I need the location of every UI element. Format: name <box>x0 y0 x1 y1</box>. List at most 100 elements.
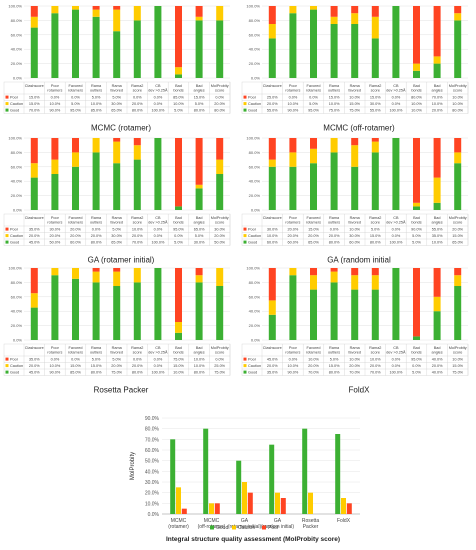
category-label: favored <box>110 351 123 355</box>
bar-good <box>133 20 141 78</box>
table-cell: 0.0% <box>154 96 163 100</box>
bar-poor <box>371 138 379 142</box>
y-tick-label: 40.0% <box>11 309 23 314</box>
table-cell: 0.0% <box>154 234 163 238</box>
table-cell: 60.0% <box>349 241 360 245</box>
bar-good <box>330 152 338 210</box>
legend-swatch-poor <box>243 95 247 99</box>
bar-caution <box>30 16 38 28</box>
table-cell: 0.0% <box>154 358 163 362</box>
category-label: score <box>215 221 224 225</box>
category-label: favored <box>110 221 123 225</box>
bar-good <box>133 159 141 210</box>
table-cell: 0.0% <box>215 96 224 100</box>
table-cell: 45.0% <box>29 371 40 375</box>
bar-caution <box>133 145 141 160</box>
bar-good <box>154 6 162 78</box>
bar-good <box>175 332 182 340</box>
category-label: Favored <box>307 84 321 88</box>
table-cell: 60.0% <box>288 241 299 245</box>
category-label: (rotamer) <box>168 524 189 530</box>
y-tick-label: 60.0% <box>11 32 23 37</box>
table-cell: 5.0% <box>112 228 121 232</box>
table-cell: 15.0% <box>70 364 81 368</box>
y-tick-label: 40.0% <box>249 309 261 314</box>
category-label: dev >0.25Å <box>386 350 406 355</box>
y-tick-label: 40.0% <box>249 179 261 184</box>
table-cell: 0.0% <box>71 96 80 100</box>
table-cell: 20.0% <box>267 364 278 368</box>
category-label: Rama <box>350 346 361 350</box>
legend-label-good: Good <box>10 109 19 113</box>
table-cell: 20.0% <box>132 234 143 238</box>
bar-caution <box>195 184 203 189</box>
category-label: dev >0.25Å <box>148 220 168 225</box>
category-label: Rama <box>112 84 123 88</box>
category-label: bonds <box>411 351 421 355</box>
category-label: Bad <box>196 84 203 88</box>
bar-good <box>113 31 121 78</box>
table-cell: 0.0% <box>330 228 339 232</box>
bar-caution <box>371 275 379 290</box>
legend-swatch-caution <box>243 364 247 368</box>
molprobity-summary-bar-chart: 0.0% 10.0% 20.0% 30.0% 40.0% 50.0% 60.0% 70.0% 8… <box>130 416 360 543</box>
bar-good <box>371 152 379 210</box>
bar-poor <box>289 138 297 153</box>
legend-swatch-caution <box>232 525 236 530</box>
y-tick-label: 80.0% <box>249 150 261 155</box>
category-label: angles <box>193 89 204 93</box>
table-cell: 80.0% <box>194 109 205 113</box>
category-label: Rama <box>350 216 361 220</box>
bar-good <box>113 163 121 210</box>
bar-caution <box>216 159 224 174</box>
bar-good <box>170 439 176 514</box>
panel-1: 0.0% 20.0% 40.0% 60.0% 80.0% 100.0% Clashscore… <box>3 4 231 133</box>
table-cell: 65.0% <box>111 109 122 113</box>
bar-caution <box>330 16 338 24</box>
category-label: Clashscore <box>25 216 44 220</box>
legend-swatch-good <box>210 525 214 530</box>
bar-good <box>454 163 462 210</box>
category-label: Poor <box>289 346 298 350</box>
category-label: rotamers <box>306 351 321 355</box>
category-label: rotamers <box>68 89 83 93</box>
y-axis-label: MolProbity <box>130 452 136 480</box>
bar-poor <box>72 138 79 153</box>
bar-good <box>413 206 420 210</box>
y-tick-label: 0.0% <box>13 76 23 81</box>
table-cell: 10.0% <box>432 102 443 106</box>
category-label: score <box>215 89 224 93</box>
bar-caution <box>92 271 100 283</box>
table-cell: 15.0% <box>370 96 381 100</box>
bar-good <box>351 24 359 78</box>
legend-label-poor: Poor <box>268 525 279 531</box>
category-label: score <box>371 351 380 355</box>
table-cell: 15.0% <box>29 102 40 106</box>
category-label: bonds <box>173 89 183 93</box>
table-cell: 5.0% <box>174 241 183 245</box>
category-label: angles <box>193 351 204 355</box>
table-cell: 20.0% <box>432 109 443 113</box>
y-tick-label: 40.0% <box>11 179 23 184</box>
table-cell: 5.0% <box>412 234 421 238</box>
table-cell: 70.0% <box>29 109 40 113</box>
table-cell: 20.0% <box>70 228 81 232</box>
table-cell: 20.0% <box>308 234 319 238</box>
legend-label-good: Good <box>10 371 19 375</box>
bar-poor <box>351 268 359 276</box>
table-cell: 10.0% <box>50 364 61 368</box>
table-cell: 70.0% <box>132 241 143 245</box>
legend-label-poor: Poor <box>10 96 19 100</box>
y-tick-label: 80.0% <box>145 427 160 433</box>
panel-5: 0.0% 20.0% 40.0% 60.0% 80.0% 100.0% Clashscore… <box>3 266 231 395</box>
category-label: MolProbity <box>211 216 229 220</box>
y-tick-label: 0.0% <box>251 208 261 213</box>
category-label: dev >0.25Å <box>386 88 406 93</box>
bar-good <box>133 282 141 340</box>
bar-poor <box>310 138 317 149</box>
table-cell: 35.0% <box>432 234 443 238</box>
bar-good <box>72 166 79 210</box>
bar-poor <box>181 508 187 514</box>
table-cell: 95.0% <box>308 109 319 113</box>
legend-label-caution: Caution <box>10 234 23 238</box>
